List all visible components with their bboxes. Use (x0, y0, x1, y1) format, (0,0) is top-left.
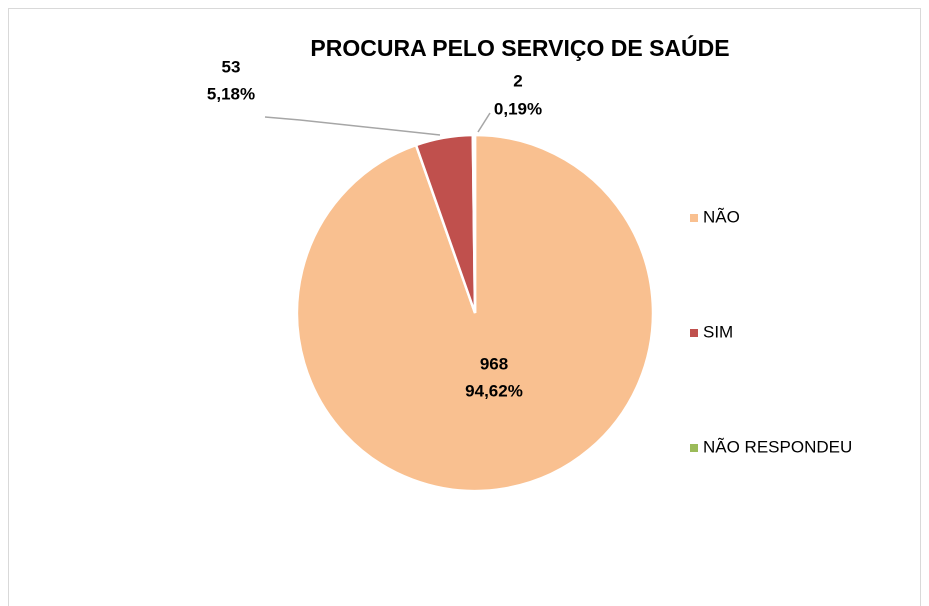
legend-swatch (690, 329, 698, 337)
data-label: 968 (480, 354, 508, 373)
data-label: 2 (513, 71, 522, 90)
leader-line (477, 112, 491, 133)
chart-title: PROCURA PELO SERVIÇO DE SAÚDE (310, 34, 729, 61)
data-label: 94,62% (465, 381, 523, 400)
leader-line (264, 116, 441, 136)
legend-label: NÃO (703, 207, 740, 226)
legend-swatch (690, 444, 698, 452)
legend-label: NÃO RESPONDEU (703, 437, 852, 456)
legend-swatch (690, 214, 698, 222)
data-label: 53 (222, 57, 241, 76)
data-label: 0,19% (494, 99, 542, 118)
legend-label: SIM (703, 322, 733, 341)
data-label: 5,18% (207, 84, 255, 103)
pie-slice (471, 133, 477, 314)
